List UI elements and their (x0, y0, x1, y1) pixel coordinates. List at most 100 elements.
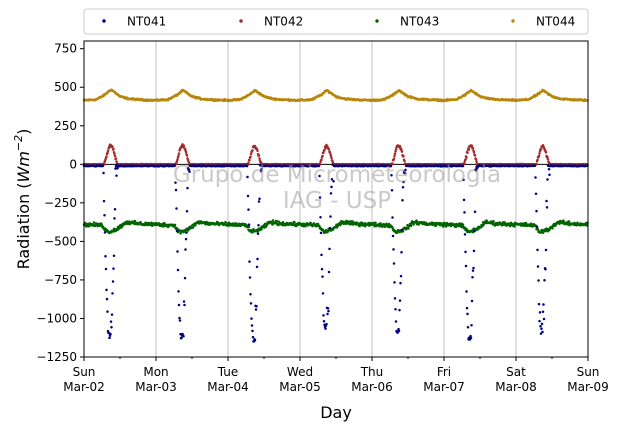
legend-entry-nt041: NT041 (102, 15, 166, 29)
nt043-point (461, 223, 465, 226)
x-tick-label-weekday: Tue (217, 365, 239, 379)
nt041-point (392, 262, 396, 265)
nt043-point (271, 219, 275, 222)
nt041-point (470, 299, 474, 303)
nt042-point (185, 154, 189, 157)
nt041-point (401, 185, 405, 189)
nt042-point (538, 152, 541, 155)
nt041-point (328, 247, 331, 251)
nt041-point (540, 322, 544, 326)
nt041-point (332, 179, 335, 183)
nt042-point (474, 158, 478, 161)
nt041-point (104, 267, 108, 271)
nt042-point (464, 158, 467, 161)
nt041-point (330, 185, 333, 189)
nt041-point (105, 288, 108, 292)
nt043-point (260, 227, 263, 231)
nt043-point (224, 220, 227, 224)
nt041-point (319, 231, 323, 235)
nt041-point (176, 268, 180, 272)
nt041-point (548, 173, 551, 176)
nt042-point (466, 151, 469, 155)
nt041-point (251, 329, 254, 333)
nt042-point (249, 155, 252, 158)
nt042-point (113, 154, 117, 158)
nt041-point (177, 290, 180, 293)
nt041-point (246, 175, 249, 179)
nt041-point (249, 302, 253, 305)
nt043-point (562, 219, 565, 222)
nt041-point (472, 266, 475, 270)
nt043-point (407, 227, 410, 230)
nt041-point (322, 319, 326, 323)
nt042-point (403, 159, 406, 163)
x-tick-label-date: Mar-09 (567, 380, 608, 394)
nt041-point (112, 254, 116, 257)
nt041-point (102, 199, 106, 203)
nt041-point (533, 164, 537, 167)
nt041-point (324, 327, 327, 330)
nt043-point (558, 222, 561, 226)
nt041-point (247, 223, 251, 226)
nt041-point (320, 267, 324, 271)
legend-marker-nt043 (375, 19, 379, 23)
nt041-point (175, 229, 179, 233)
nt042-point (536, 158, 539, 162)
y-axis-title-prefix: Radiation ( (14, 182, 33, 269)
nt042-point (546, 155, 549, 159)
nt041-point (536, 265, 540, 268)
nt041-point (182, 334, 185, 338)
nt041-point (249, 293, 252, 296)
nt041-point (109, 332, 112, 336)
nt043-point (275, 220, 279, 223)
nt043-point (482, 222, 486, 226)
nt041-point (256, 257, 259, 261)
nt041-point (183, 303, 186, 307)
nt041-point (469, 336, 473, 340)
nt041-point (537, 279, 540, 282)
nt042-point (184, 150, 188, 154)
nt041-point (469, 334, 472, 338)
nt041-point (391, 234, 395, 238)
nt042-point (473, 154, 477, 157)
plot-area (84, 41, 588, 357)
nt041-point (258, 197, 261, 201)
nt041-point (115, 174, 118, 177)
nt043-point (409, 224, 413, 228)
nt041-point (403, 171, 407, 175)
nt041-point (401, 199, 404, 202)
nt042-point (544, 151, 548, 154)
nt042-point (182, 144, 186, 148)
nt041-point (260, 167, 263, 171)
nt041-point (178, 319, 182, 322)
nt041-point (318, 196, 322, 199)
nt041-point (463, 211, 466, 214)
nt041-point (103, 231, 107, 234)
nt041-point (470, 324, 473, 327)
legend-marker-nt042 (239, 19, 243, 23)
nt041-point (184, 237, 188, 241)
nt042-point (394, 148, 398, 151)
nt042-point (248, 158, 251, 162)
nt041-point (462, 198, 466, 202)
nt041-point (185, 210, 189, 213)
nt041-point (538, 319, 541, 323)
nt043-point (567, 220, 571, 223)
nt043-point (536, 228, 540, 231)
nt043-point (281, 220, 285, 224)
x-tick-label-date: Mar-07 (423, 380, 464, 394)
nt042-point (177, 152, 181, 155)
x-axis: SunMar-02MonMar-03TueMar-04WedMar-05ThuM… (63, 357, 609, 394)
watermark-line-2: IAG - USP (283, 188, 391, 214)
legend-marker-nt041 (102, 19, 106, 23)
nt043-point (92, 221, 96, 224)
nt041-point (248, 260, 251, 263)
x-tick-label-date: Mar-03 (135, 380, 176, 394)
nt041-point (113, 217, 116, 220)
nt041-point (325, 322, 328, 326)
nt042-point (394, 150, 397, 153)
nt041-point (542, 303, 545, 306)
nt041-point (102, 171, 105, 175)
nt042-point (112, 147, 115, 151)
y-tick-label: −500 (44, 234, 77, 248)
